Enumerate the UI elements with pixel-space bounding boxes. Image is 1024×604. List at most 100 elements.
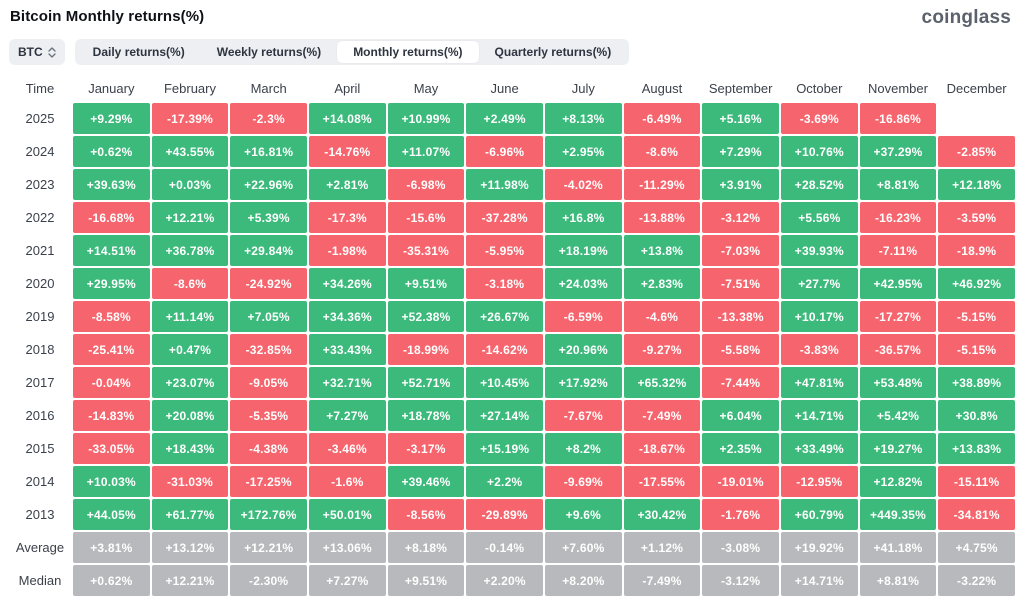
row-label: 2024 <box>25 144 55 159</box>
return-cell: +39.93% <box>780 235 858 266</box>
row-label: 2023 <box>25 177 55 192</box>
symbol-select-button[interactable]: BTC <box>9 39 65 65</box>
return-cell: +11.07% <box>387 136 465 167</box>
return-cell: +9.6% <box>544 499 622 530</box>
row-label: 2022 <box>25 210 55 225</box>
return-cell: +20.08% <box>151 400 229 431</box>
tab-weekly-returns[interactable]: Weekly returns(%) <box>201 41 337 63</box>
sort-arrows-icon <box>47 46 56 58</box>
return-cell: +10.99% <box>387 103 465 134</box>
return-cell: +7.05% <box>230 301 307 332</box>
return-cell: +41.18% <box>859 532 937 563</box>
return-cell: +5.56% <box>780 202 858 233</box>
return-cell: +23.07% <box>151 367 229 398</box>
return-cell: +4.75% <box>938 532 1015 563</box>
return-cell: +53.48% <box>859 367 937 398</box>
return-cell: +8.81% <box>859 565 937 596</box>
return-cell: +10.17% <box>780 301 858 332</box>
row-label: 2014 <box>25 474 55 489</box>
return-cell: +12.21% <box>230 532 307 563</box>
return-cell: -7.44% <box>702 367 779 398</box>
return-cell: -13.88% <box>623 202 701 233</box>
column-header: November <box>868 80 928 96</box>
return-cell: +50.01% <box>308 499 386 530</box>
return-cell: +11.14% <box>151 301 229 332</box>
row-label: Median <box>18 573 62 588</box>
column-header: July <box>571 80 595 96</box>
column-header: Time <box>25 80 55 96</box>
return-cell: +28.52% <box>780 169 858 200</box>
return-cell: -2.85% <box>938 136 1015 167</box>
return-cell: +13.06% <box>308 532 386 563</box>
tab-monthly-returns[interactable]: Monthly returns(%) <box>337 41 479 63</box>
tab-quarterly-returns[interactable]: Quarterly returns(%) <box>479 41 628 63</box>
return-cell: -1.76% <box>702 499 779 530</box>
coinglass-logo: coinglass <box>921 7 1011 28</box>
return-cell: -4.38% <box>230 433 307 464</box>
return-cell: -3.69% <box>780 103 858 134</box>
return-cell: -7.51% <box>702 268 779 299</box>
return-cell: +32.71% <box>308 367 386 398</box>
tab-daily-returns[interactable]: Daily returns(%) <box>77 41 201 63</box>
column-header: March <box>250 80 287 96</box>
return-cell: -35.31% <box>387 235 465 266</box>
return-cell: -7.03% <box>702 235 779 266</box>
return-cell: +0.62% <box>73 565 150 596</box>
return-cell: +27.14% <box>466 400 543 431</box>
row-label: 2013 <box>25 507 55 522</box>
column-header: May <box>413 80 439 96</box>
return-cell: +13.8% <box>623 235 701 266</box>
return-cell: +5.42% <box>859 400 937 431</box>
return-cell: +2.83% <box>623 268 701 299</box>
return-cell: -34.81% <box>938 499 1015 530</box>
return-cell: +18.78% <box>387 400 465 431</box>
return-cell: -3.59% <box>938 202 1015 233</box>
return-cell: +60.79% <box>780 499 858 530</box>
row-label: 2019 <box>25 309 55 324</box>
return-cell: +37.29% <box>859 136 937 167</box>
return-cell: +16.8% <box>544 202 622 233</box>
return-cell: -7.49% <box>623 565 701 596</box>
return-cell: +12.18% <box>938 169 1015 200</box>
return-cell: +26.67% <box>466 301 543 332</box>
return-cell: -18.67% <box>623 433 701 464</box>
return-cell: -9.27% <box>623 334 701 365</box>
return-cell: -5.15% <box>938 334 1015 365</box>
return-cell: -7.67% <box>544 400 622 431</box>
column-header: September <box>708 80 773 96</box>
return-cell: -24.92% <box>230 268 307 299</box>
return-cell: +30.8% <box>938 400 1015 431</box>
return-cell: +13.12% <box>151 532 229 563</box>
column-header: January <box>88 80 135 96</box>
return-cell: +2.95% <box>544 136 622 167</box>
return-cell: -5.95% <box>466 235 543 266</box>
return-cell: -3.83% <box>780 334 858 365</box>
return-cell: +11.98% <box>466 169 543 200</box>
return-cell: -2.30% <box>230 565 307 596</box>
return-cell: -17.55% <box>623 466 701 497</box>
return-cell: +13.83% <box>938 433 1015 464</box>
return-cell: +2.49% <box>466 103 543 134</box>
return-cell: -3.08% <box>702 532 779 563</box>
return-cell: +30.42% <box>623 499 701 530</box>
return-cell: +14.08% <box>308 103 386 134</box>
monthly-returns-table: Time January February March April May June July… <box>9 75 1015 596</box>
return-cell: +2.81% <box>308 169 386 200</box>
return-cell: -1.6% <box>308 466 386 497</box>
return-cell: -6.59% <box>544 301 622 332</box>
return-cell: +39.63% <box>73 169 150 200</box>
return-cell: +3.81% <box>73 532 150 563</box>
return-cell: -8.6% <box>151 268 229 299</box>
return-cell: +29.95% <box>73 268 150 299</box>
return-cell: +8.81% <box>859 169 937 200</box>
return-cell: +0.47% <box>151 334 229 365</box>
column-header: December <box>946 80 1007 96</box>
return-cell: +22.96% <box>230 169 307 200</box>
return-cell: -3.18% <box>466 268 543 299</box>
return-cell: +12.82% <box>859 466 937 497</box>
return-cell: +61.77% <box>151 499 229 530</box>
return-cell: +2.2% <box>466 466 543 497</box>
return-cell: -6.98% <box>387 169 465 200</box>
row-label: 2021 <box>25 243 55 258</box>
